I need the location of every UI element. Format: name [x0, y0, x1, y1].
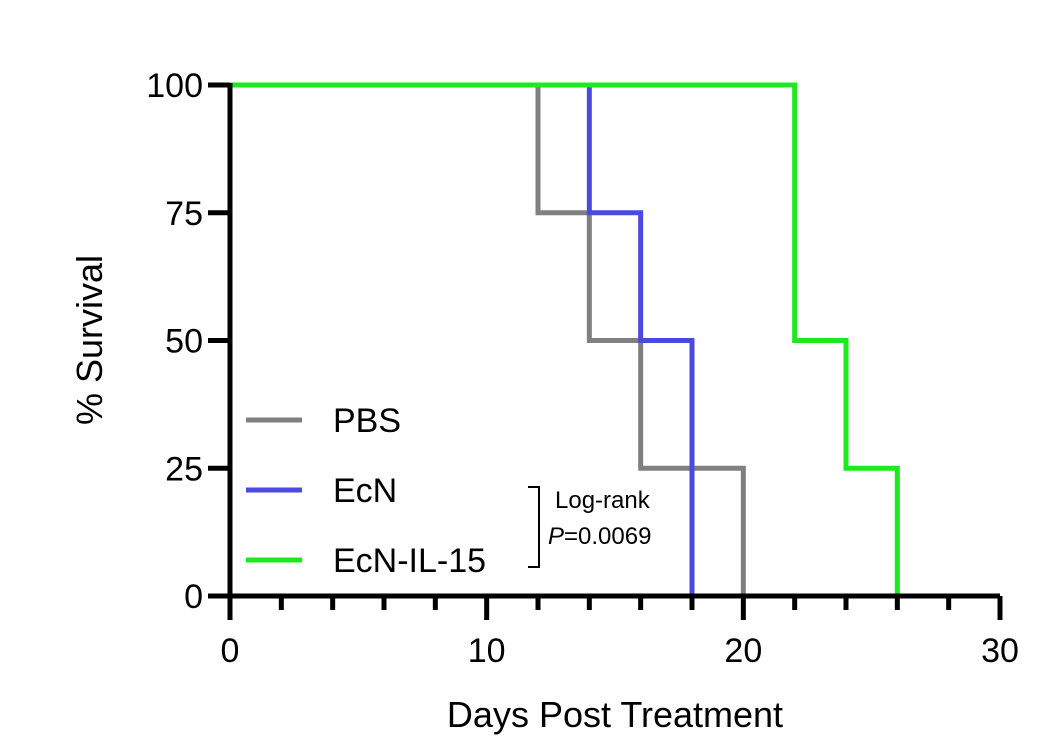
x-tick-label-20: 20 — [724, 632, 762, 670]
x-tick-label-0: 0 — [221, 632, 240, 670]
y-tick-label-25: 25 — [165, 450, 203, 488]
ticks-layer: 0 25 50 75 100 0 10 20 30 — [146, 67, 1019, 670]
legend-label-ecn-il-15: EcN-IL-15 — [333, 542, 486, 580]
x-tick-label-30: 30 — [981, 632, 1019, 670]
y-tick-label-100: 100 — [146, 67, 203, 105]
series-line-pbs — [230, 82, 746, 596]
series-line-ecn-il-15 — [230, 82, 900, 596]
log-rank-label: Log-rank — [555, 487, 651, 514]
y-tick-label-50: 50 — [165, 323, 203, 361]
series-layer — [230, 82, 900, 596]
legend-label-ecn: EcN — [333, 472, 397, 510]
p-value-label: P=0.0069 — [548, 523, 651, 550]
p-value: =0.0069 — [564, 523, 651, 550]
y-tick-label-75: 75 — [165, 195, 203, 233]
legend-label-pbs: PBS — [333, 402, 401, 440]
y-axis-label: % Survival — [69, 255, 110, 425]
x-axis-label: Days Post Treatment — [447, 694, 783, 735]
legend: PBS EcN EcN-IL-15 — [246, 402, 486, 580]
x-tick-label-10: 10 — [468, 632, 506, 670]
p-symbol: P — [548, 523, 564, 550]
y-tick-label-0: 0 — [184, 578, 203, 616]
comparison-bracket — [528, 486, 540, 568]
log-rank-annotation: Log-rank P=0.0069 — [528, 486, 651, 568]
